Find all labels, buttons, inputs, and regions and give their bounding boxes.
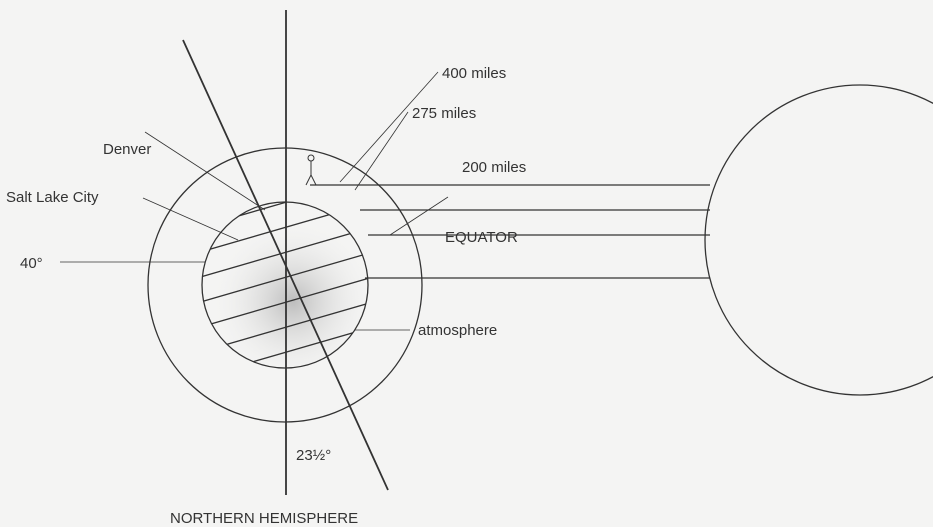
sun: [704, 84, 933, 396]
label: NORTHERN HEMISPHERE: [170, 510, 358, 527]
earth: [201, 201, 369, 369]
label: 275 miles: [412, 105, 476, 122]
label: Salt Lake City: [6, 189, 99, 206]
label: 400 miles: [442, 65, 506, 82]
figure: [305, 154, 317, 186]
label: 40°: [20, 255, 43, 272]
label: Denver: [103, 141, 151, 158]
label: EQUATOR: [445, 229, 518, 246]
label: 23½°: [296, 447, 331, 464]
label: atmosphere: [418, 322, 497, 339]
label: 200 miles: [462, 159, 526, 176]
axes: [182, 10, 389, 495]
atmosphere-ring: [147, 147, 423, 423]
leader-lines: [60, 71, 449, 331]
